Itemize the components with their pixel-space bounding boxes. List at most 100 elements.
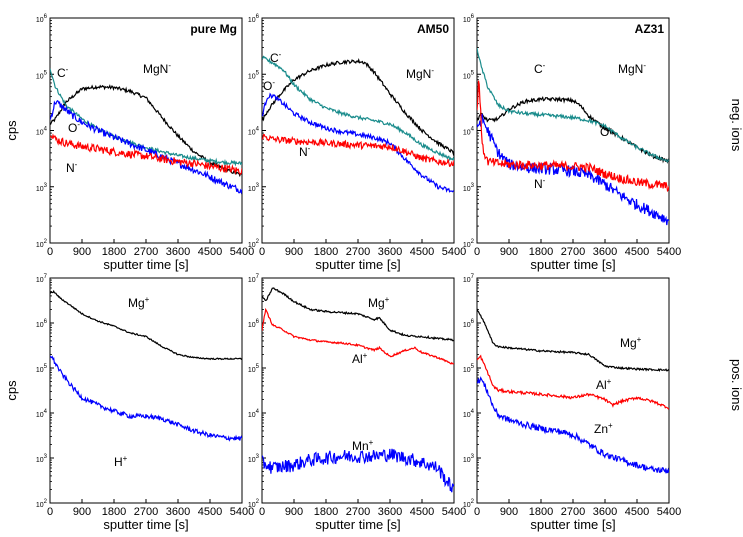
panel-6-series-zn <box>477 376 669 474</box>
panel-3-x-tick-label: 1800 <box>529 246 553 258</box>
y-tick-exponent: 4 <box>44 127 48 133</box>
y-tick-exponent: 5 <box>471 70 475 76</box>
y-tick-base: 10 <box>248 17 256 24</box>
panel-4-series-h <box>50 355 242 442</box>
panel-4-y-tick-label: 105 <box>36 364 48 374</box>
panel-1-series-label-n: N- <box>66 160 78 175</box>
y-tick-base: 10 <box>36 186 44 193</box>
series-charge: + <box>123 454 128 463</box>
panel-6-x-tick-label: 5400 <box>657 506 681 518</box>
panel-2-y-tick-label: 104 <box>248 127 260 137</box>
panel-2-x-tick-label: 4500 <box>410 246 434 258</box>
panel-1-series-o <box>50 100 242 195</box>
y-tick-base: 10 <box>36 17 44 24</box>
series-charge: + <box>385 295 390 304</box>
y-tick-exponent: 7 <box>256 274 260 280</box>
panel-3-x-tick-label: 3600 <box>593 246 617 258</box>
panel-frames <box>49 17 670 504</box>
panel-2-y-tick-label: 105 <box>248 70 260 80</box>
panel-6-series-label-zn: Zn+ <box>594 421 613 436</box>
y-tick-base: 10 <box>463 367 471 374</box>
series-charge: - <box>543 176 546 185</box>
panel-1-y-axis-label: cps <box>4 120 19 141</box>
panel-2-y-tick-label: 102 <box>248 239 260 249</box>
y-tick-base: 10 <box>36 502 44 509</box>
panel-3-x-tick-label: 0 <box>474 246 480 258</box>
panel-2-y-tick-label: 103 <box>248 183 260 193</box>
panel-6-series-mg <box>477 308 669 372</box>
y-tick-base: 10 <box>463 73 471 80</box>
panel-2-y-tick-label: 106 <box>248 14 260 24</box>
y-tick-base: 10 <box>463 186 471 193</box>
panel-3-x-tick-label: 2700 <box>561 246 585 258</box>
panel-4-y-tick-label: 104 <box>36 409 48 419</box>
series-name: O <box>600 125 609 139</box>
y-tick-base: 10 <box>463 412 471 419</box>
series-name: N <box>299 145 308 159</box>
y-tick-exponent: 6 <box>256 319 260 325</box>
panel-1-title: pure Mg <box>190 22 237 36</box>
panel-4-series-label-mg: Mg+ <box>128 295 150 310</box>
y-tick-exponent: 6 <box>256 14 260 20</box>
panel-4-series-label-h: H+ <box>114 454 128 469</box>
panel-3-y-tick-label: 105 <box>463 70 475 80</box>
series-charge: - <box>431 66 434 75</box>
panel-5-y-tick-label: 107 <box>248 274 260 284</box>
panel-1-x-axis-label: sputter time [s] <box>103 257 188 272</box>
series-charge: + <box>608 421 613 430</box>
panel-4-x-tick-label: 3600 <box>166 506 190 518</box>
y-tick-exponent: 3 <box>256 454 260 460</box>
y-tick-base: 10 <box>463 457 471 464</box>
series-charge: - <box>643 61 646 70</box>
y-tick-base: 10 <box>36 73 44 80</box>
panel-3-x-tick-label: 900 <box>500 246 518 258</box>
panel-1-frame <box>49 17 243 244</box>
series-charge: - <box>609 124 612 133</box>
series-charge: + <box>363 351 368 360</box>
y-tick-base: 10 <box>248 130 256 137</box>
panel-1-series-label-mgn: MgN- <box>143 61 171 76</box>
panel-5-y-tick-label: 103 <box>248 454 260 464</box>
panel-2-series-label-c: C- <box>270 50 282 65</box>
y-tick-exponent: 5 <box>44 70 48 76</box>
y-tick-exponent: 5 <box>256 364 260 370</box>
y-tick-exponent: 6 <box>471 319 475 325</box>
series-name: Mn <box>352 439 369 453</box>
panel-2-x-tick-label: 1800 <box>314 246 338 258</box>
panel-2-series-label-mgn: MgN- <box>406 66 434 81</box>
panel-1-series-mgn <box>50 84 242 178</box>
series-name: Al <box>596 378 607 392</box>
y-tick-base: 10 <box>36 242 44 249</box>
panel-2-x-tick-label: 0 <box>259 246 265 258</box>
series-charge: - <box>279 50 282 59</box>
panel-2-x-tick-label: 3600 <box>378 246 402 258</box>
panel-1-x-tick-label: 2700 <box>134 246 158 258</box>
panel-3-x-tick-label: 4500 <box>625 246 649 258</box>
panel-2-series-o <box>262 92 454 193</box>
y-tick-exponent: 7 <box>471 274 475 280</box>
panel-3-series-o <box>477 113 669 226</box>
panel-4-y-tick-label: 103 <box>36 454 48 464</box>
panel-2-series-label-n: N- <box>299 144 311 159</box>
panel-5-y-tick-label: 106 <box>248 319 260 329</box>
panel-1-x-tick-label: 4500 <box>198 246 222 258</box>
panel-1-y-tick-label: 106 <box>36 14 48 24</box>
panel-5-series-al <box>262 307 454 365</box>
panel-3-title: AZ31 <box>635 22 665 36</box>
y-tick-exponent: 2 <box>471 499 475 505</box>
panel-6-y-tick-label: 105 <box>463 364 475 374</box>
series-name: MgN <box>618 62 643 76</box>
series-charge: - <box>543 61 546 70</box>
panel-5-x-tick-label: 2700 <box>346 506 370 518</box>
panel-6-x-tick-label: 2700 <box>561 506 585 518</box>
series-name: C <box>270 51 279 65</box>
panel-3-y-tick-label: 106 <box>463 14 475 24</box>
y-tick-exponent: 2 <box>256 499 260 505</box>
panel-6-y-tick-label: 102 <box>463 499 475 509</box>
series-name: H <box>114 455 123 469</box>
panel-6-x-tick-label: 0 <box>474 506 480 518</box>
y-tick-base: 10 <box>248 412 256 419</box>
panel-6-x-tick-label: 4500 <box>625 506 649 518</box>
y-tick-exponent: 6 <box>471 14 475 20</box>
y-tick-exponent: 7 <box>44 274 48 280</box>
